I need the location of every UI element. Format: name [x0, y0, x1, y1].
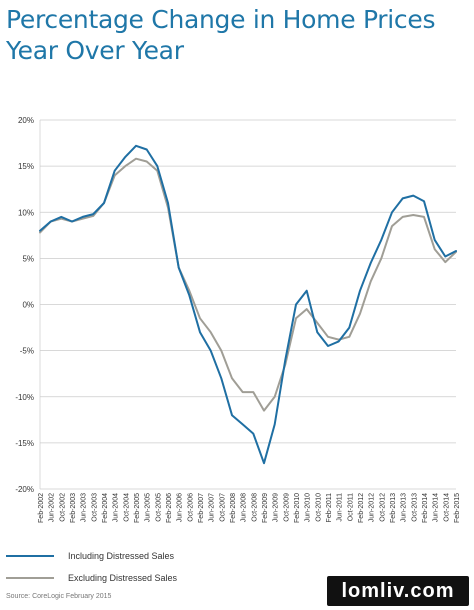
- x-tick-label: Jun-2009: [273, 493, 280, 522]
- x-tick-label: Jun-2012: [369, 493, 376, 522]
- x-tick-label: Jun-2010: [305, 493, 312, 522]
- x-tick-label: Feb-2009: [262, 493, 269, 523]
- y-tick-label: 20%: [18, 116, 34, 125]
- x-tick-label: Oct-2003: [91, 493, 98, 522]
- x-tick-label: Jun-2007: [209, 493, 216, 522]
- series-line-including: [39, 144, 457, 465]
- x-tick-label: Jun-2014: [433, 493, 440, 522]
- legend-item-including: Including Distressed Sales: [6, 545, 177, 567]
- x-tick-label: Oct-2010: [315, 493, 322, 522]
- legend-label-including: Including Distressed Sales: [68, 551, 175, 561]
- x-tick-label: Oct-2004: [123, 493, 130, 522]
- x-tick-label: Oct-2011: [347, 493, 354, 521]
- watermark: lomliv.com: [327, 576, 469, 606]
- y-tick-label: 10%: [18, 208, 34, 217]
- x-tick-label: Jun-2005: [145, 493, 152, 522]
- title-line-1: Percentage Change in Home Prices: [6, 5, 436, 34]
- x-tick-label: Feb-2008: [230, 493, 237, 523]
- x-tick-label: Oct-2005: [155, 493, 162, 522]
- x-tick-label: Oct-2013: [411, 493, 418, 522]
- x-tick-label: Feb-2003: [70, 493, 77, 523]
- x-tick-label: Feb-2011: [326, 493, 333, 523]
- x-tick-label: Jun-2006: [177, 493, 184, 522]
- x-tick-label: Feb-2002: [38, 493, 45, 523]
- x-tick-label: Jun-2004: [113, 493, 120, 522]
- y-tick-label: -15%: [15, 439, 34, 448]
- title-line-2: Year Over Year: [6, 36, 184, 65]
- y-tick-label: -20%: [15, 485, 34, 494]
- x-tick-label: Oct-2002: [59, 493, 66, 522]
- legend-swatch-including: [6, 555, 54, 557]
- y-tick-label: -10%: [15, 393, 34, 402]
- legend-label-excluding: Excluding Distressed Sales: [68, 573, 178, 583]
- x-tick-label: Jun-2002: [49, 493, 56, 522]
- legend-item-excluding: Excluding Distressed Sales: [6, 567, 177, 589]
- x-tick-label: Feb-2015: [454, 493, 461, 523]
- legend-swatch-excluding: [6, 577, 54, 579]
- legend: Including Distressed Sales Excluding Dis…: [6, 545, 177, 589]
- x-tick-label: Feb-2010: [294, 493, 301, 523]
- x-tick-label: Jun-2003: [81, 493, 88, 522]
- x-tick-label: Oct-2009: [283, 493, 290, 522]
- x-tick-label: Feb-2013: [390, 493, 397, 523]
- y-tick-label: 0%: [22, 301, 34, 310]
- x-tick-label: Jun-2013: [401, 493, 408, 522]
- x-tick-label: Jun-2008: [241, 493, 248, 522]
- series-line-excluding: [39, 157, 457, 412]
- x-tick-label: Oct-2012: [379, 493, 386, 522]
- x-tick-label: Feb-2006: [166, 493, 173, 523]
- x-tick-label: Feb-2012: [358, 493, 365, 523]
- x-tick-label: Oct-2007: [219, 493, 226, 522]
- x-tick-label: Feb-2005: [134, 493, 141, 523]
- y-tick-label: 5%: [22, 254, 34, 263]
- x-tick-label: Oct-2006: [187, 493, 194, 522]
- source-note: Source: CoreLogic February 2015: [6, 593, 112, 600]
- chart-title: Percentage Change in Home Prices Year Ov…: [6, 4, 435, 66]
- y-tick-label: 15%: [18, 162, 34, 171]
- x-tick-label: Oct-2008: [251, 493, 258, 522]
- line-chart: -20% -15% -10% -5% 0% 5% 10% 15% 20% Feb-2002 Jun-…: [15, 116, 461, 523]
- x-tick-label: Oct-2014: [443, 493, 450, 522]
- y-tick-label: -5%: [20, 347, 34, 356]
- x-tick-label: Jun-2011: [337, 493, 344, 522]
- x-tick-label: Feb-2014: [422, 493, 429, 523]
- x-tick-label: Feb-2004: [102, 493, 109, 523]
- x-tick-label: Feb-2007: [198, 493, 205, 523]
